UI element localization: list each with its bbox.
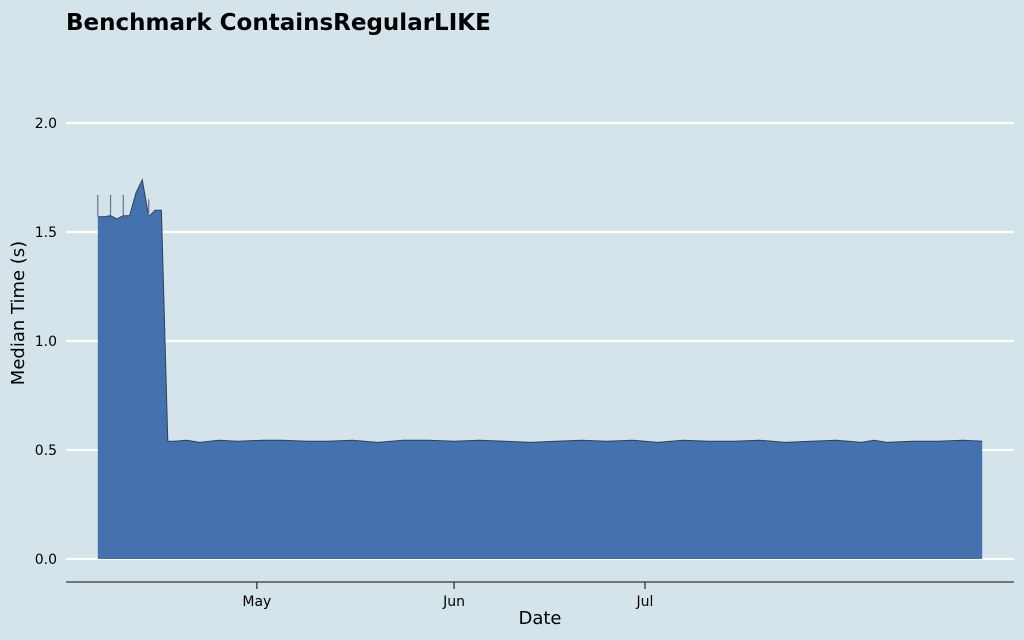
y-tick-label: 1.0 [35, 334, 57, 350]
x-tick-labels: May Jun Jul [242, 582, 653, 610]
y-tick-label: 1.5 [35, 225, 57, 241]
chart-title: Benchmark ContainsRegularLIKE [66, 10, 491, 36]
y-tick-labels: 0.0 0.5 1.0 1.5 2.0 [35, 116, 57, 568]
x-tick-label: May [242, 594, 271, 610]
x-tick-label: Jul [636, 594, 654, 610]
x-axis-label: Date [518, 608, 561, 629]
x-tick-label: Jun [442, 594, 465, 610]
series-area [97, 178, 983, 559]
series-line [97, 178, 983, 443]
series-fill [97, 179, 983, 559]
y-tick-label: 2.0 [35, 116, 57, 132]
y-tick-label: 0.5 [35, 443, 57, 459]
y-axis-label: Median Time (s) [8, 241, 29, 385]
y-tick-label: 0.0 [35, 552, 57, 568]
